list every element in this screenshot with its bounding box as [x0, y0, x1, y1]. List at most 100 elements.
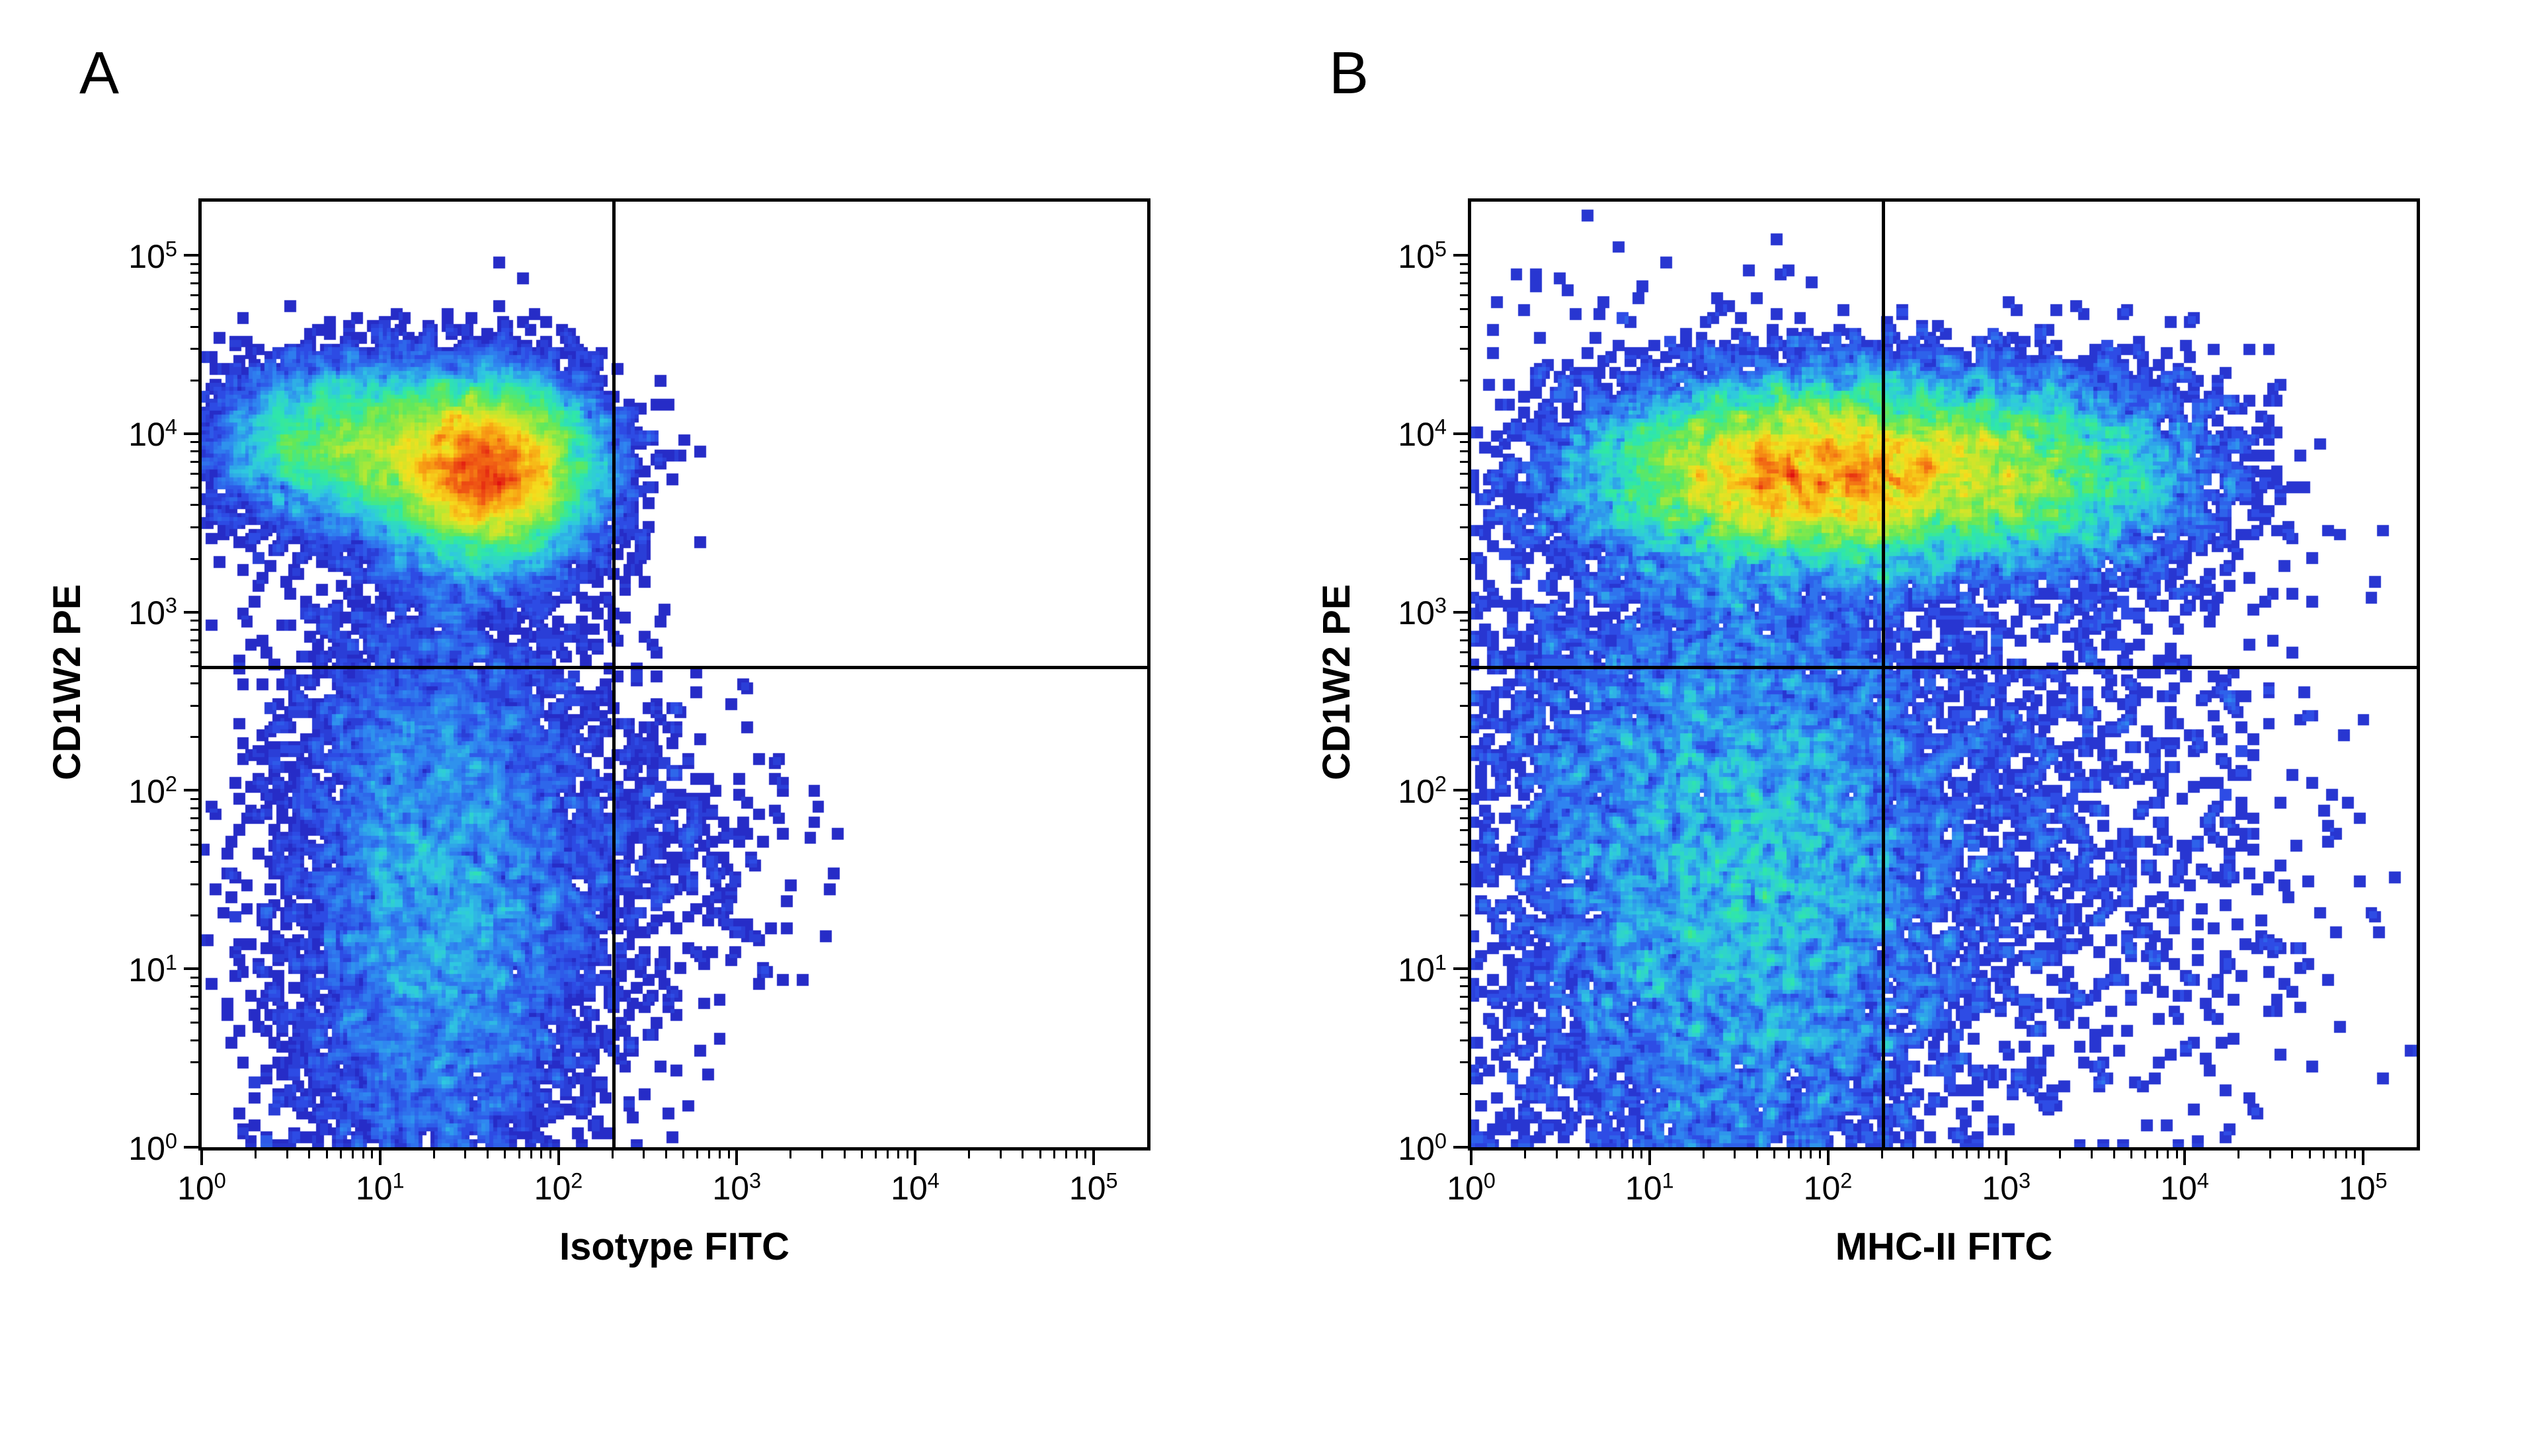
- xtick-minor: [887, 1151, 889, 1158]
- xtick-label: 101: [1603, 1169, 1696, 1207]
- ytick-minor: [190, 817, 198, 819]
- density-plot: [1471, 202, 2417, 1147]
- ytick-mark: [184, 432, 198, 435]
- xtick-minor: [518, 1151, 520, 1158]
- ytick-label: 105: [1354, 237, 1447, 276]
- ytick-minor: [190, 844, 198, 846]
- xtick-minor: [1966, 1151, 1968, 1158]
- xtick-minor: [1039, 1151, 1041, 1158]
- xtick-minor: [362, 1151, 364, 1158]
- ytick-minor: [1460, 985, 1468, 987]
- ytick-mark: [184, 611, 198, 614]
- xtick-minor: [2309, 1151, 2311, 1158]
- ytick-minor: [1460, 861, 1468, 863]
- xtick-minor: [464, 1151, 466, 1158]
- xtick-minor: [1773, 1151, 1775, 1158]
- ytick-minor: [190, 348, 198, 350]
- ytick-minor: [190, 326, 198, 328]
- xtick-minor: [1819, 1151, 1821, 1158]
- xtick-minor: [1952, 1151, 1954, 1158]
- xtick-minor: [255, 1151, 257, 1158]
- ytick-minor: [1460, 348, 1468, 350]
- xtick-label: 103: [690, 1169, 783, 1207]
- x-axis-label: Isotype FITC: [542, 1225, 807, 1269]
- ytick-minor: [1460, 798, 1468, 800]
- xtick-minor: [1997, 1151, 1999, 1158]
- ytick-label: 100: [85, 1129, 177, 1168]
- ytick-minor: [1460, 996, 1468, 998]
- xtick-minor: [1065, 1151, 1067, 1158]
- xtick-minor: [861, 1151, 863, 1158]
- ytick-label: 105: [85, 237, 177, 276]
- xtick-minor: [1978, 1151, 1980, 1158]
- ytick-minor: [1460, 1008, 1468, 1010]
- ytick-label: 101: [85, 951, 177, 989]
- ytick-minor: [190, 639, 198, 641]
- ytick-minor: [190, 526, 198, 528]
- ytick-label: 100: [1354, 1129, 1447, 1168]
- xtick-minor: [2269, 1151, 2271, 1158]
- ytick-minor: [190, 1061, 198, 1063]
- ytick-minor: [190, 441, 198, 443]
- ytick-minor: [190, 977, 198, 979]
- ytick-mark: [184, 789, 198, 791]
- ytick-label: 103: [85, 594, 177, 632]
- xtick-minor: [340, 1151, 342, 1158]
- xtick-minor: [2144, 1151, 2146, 1158]
- plot-frame: [198, 198, 1150, 1151]
- density-plot: [202, 202, 1147, 1147]
- xtick-label: 101: [334, 1169, 426, 1207]
- ytick-minor: [190, 473, 198, 475]
- ytick-minor: [190, 1093, 198, 1095]
- ytick-mark: [1453, 1146, 1468, 1149]
- xtick-minor: [2323, 1151, 2325, 1158]
- ytick-minor: [190, 861, 198, 863]
- ytick-minor: [1460, 629, 1468, 631]
- xtick-mark: [2005, 1151, 2007, 1165]
- xtick-mark: [2362, 1151, 2364, 1165]
- xtick-label: 105: [2317, 1169, 2409, 1207]
- xtick-minor: [530, 1151, 532, 1158]
- xtick-minor: [1800, 1151, 1802, 1158]
- xtick-mark: [735, 1151, 738, 1165]
- xtick-minor: [1810, 1151, 1812, 1158]
- ytick-minor: [1460, 1061, 1468, 1063]
- xtick-minor: [1022, 1151, 1024, 1158]
- ytick-minor: [1460, 526, 1468, 528]
- ytick-minor: [1460, 651, 1468, 653]
- xtick-minor: [1609, 1151, 1611, 1158]
- xtick-minor: [1734, 1151, 1736, 1158]
- xtick-minor: [2130, 1151, 2132, 1158]
- ytick-minor: [1460, 1022, 1468, 1024]
- ytick-minor: [1460, 977, 1468, 979]
- xtick-minor: [643, 1151, 645, 1158]
- xtick-minor: [875, 1151, 877, 1158]
- xtick-minor: [2059, 1151, 2061, 1158]
- ytick-minor: [1460, 282, 1468, 284]
- ytick-minor: [1460, 326, 1468, 328]
- xtick-minor: [2345, 1151, 2347, 1158]
- ytick-minor: [190, 1039, 198, 1041]
- xtick-minor: [1756, 1151, 1758, 1158]
- quadrant-line-vertical: [1882, 202, 1885, 1147]
- xtick-minor: [907, 1151, 908, 1158]
- xtick-minor: [1578, 1151, 1580, 1158]
- xtick-minor: [1524, 1151, 1526, 1158]
- xtick-minor: [665, 1151, 667, 1158]
- xtick-minor: [821, 1151, 823, 1158]
- ytick-minor: [1460, 1039, 1468, 1041]
- xtick-minor: [326, 1151, 328, 1158]
- xtick-mark: [1827, 1151, 1830, 1165]
- y-axis-label: CD1W2 PE: [1314, 584, 1359, 780]
- ytick-label: 103: [1354, 594, 1447, 632]
- ytick-minor: [1460, 914, 1468, 916]
- ytick-minor: [1460, 665, 1468, 667]
- xtick-minor: [308, 1151, 310, 1158]
- ytick-minor: [190, 736, 198, 738]
- xtick-mark: [914, 1151, 916, 1165]
- xtick-label: 100: [1425, 1169, 1517, 1207]
- xtick-minor: [719, 1151, 721, 1158]
- xtick-minor: [789, 1151, 791, 1158]
- ytick-minor: [190, 883, 198, 885]
- ytick-minor: [1460, 263, 1468, 265]
